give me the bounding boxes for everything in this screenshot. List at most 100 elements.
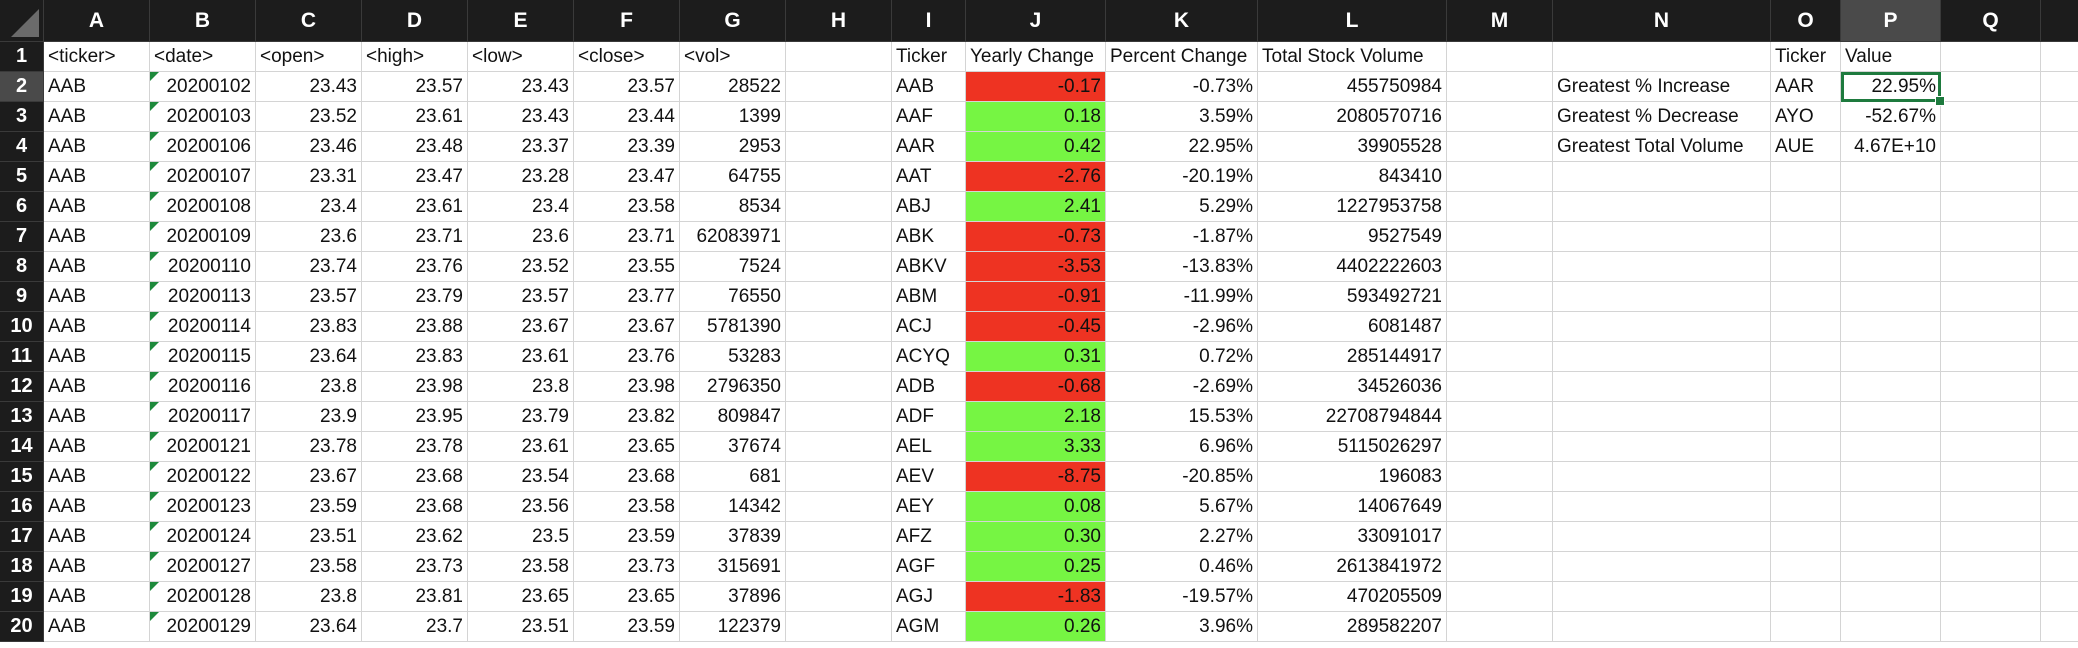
cell-i18[interactable]: AGF <box>892 552 966 582</box>
cell-m17[interactable] <box>1447 522 1553 552</box>
cell-e1[interactable]: <low> <box>468 42 574 72</box>
cell-j13[interactable]: 2.18 <box>966 402 1106 432</box>
cell-j6[interactable]: 2.41 <box>966 192 1106 222</box>
cell-h17[interactable] <box>786 522 892 552</box>
column-header-o[interactable]: O <box>1771 0 1841 42</box>
cell-c11[interactable]: 23.64 <box>256 342 362 372</box>
cell-d11[interactable]: 23.83 <box>362 342 468 372</box>
cell-j2[interactable]: -0.17 <box>966 72 1106 102</box>
cell-e3[interactable]: 23.43 <box>468 102 574 132</box>
cell-f10[interactable]: 23.67 <box>574 312 680 342</box>
cell-n11[interactable] <box>1553 342 1771 372</box>
cell-h11[interactable] <box>786 342 892 372</box>
cell-g4[interactable]: 2953 <box>680 132 786 162</box>
cell-e17[interactable]: 23.5 <box>468 522 574 552</box>
cell-q17[interactable] <box>1941 522 2041 552</box>
cell-d14[interactable]: 23.78 <box>362 432 468 462</box>
cell-c19[interactable]: 23.8 <box>256 582 362 612</box>
cell-j15[interactable]: -8.75 <box>966 462 1106 492</box>
cell-f7[interactable]: 23.71 <box>574 222 680 252</box>
cell-h19[interactable] <box>786 582 892 612</box>
cell-p7[interactable] <box>1841 222 1941 252</box>
cell-b17[interactable]: 20200124 <box>150 522 256 552</box>
cell-e6[interactable]: 23.4 <box>468 192 574 222</box>
cell-m7[interactable] <box>1447 222 1553 252</box>
cell-o8[interactable] <box>1771 252 1841 282</box>
cell-j1[interactable]: Yearly Change <box>966 42 1106 72</box>
cell-b19[interactable]: 20200128 <box>150 582 256 612</box>
cell-q13[interactable] <box>1941 402 2041 432</box>
row-header[interactable]: 4 <box>0 132 44 162</box>
cell-a13[interactable]: AAB <box>44 402 150 432</box>
cell-d1[interactable]: <high> <box>362 42 468 72</box>
cell-a9[interactable]: AAB <box>44 282 150 312</box>
cell-j9[interactable]: -0.91 <box>966 282 1106 312</box>
cell-i1[interactable]: Ticker <box>892 42 966 72</box>
cell-f12[interactable]: 23.98 <box>574 372 680 402</box>
cell-g10[interactable]: 5781390 <box>680 312 786 342</box>
cell-n20[interactable] <box>1553 612 1771 642</box>
cell-q19[interactable] <box>1941 582 2041 612</box>
cell-n13[interactable] <box>1553 402 1771 432</box>
cell-f4[interactable]: 23.39 <box>574 132 680 162</box>
cell-c5[interactable]: 23.31 <box>256 162 362 192</box>
cell-o17[interactable] <box>1771 522 1841 552</box>
cell-c1[interactable]: <open> <box>256 42 362 72</box>
cell-d10[interactable]: 23.88 <box>362 312 468 342</box>
cell-a11[interactable]: AAB <box>44 342 150 372</box>
cell-m20[interactable] <box>1447 612 1553 642</box>
cell-d19[interactable]: 23.81 <box>362 582 468 612</box>
cell-l5[interactable]: 843410 <box>1258 162 1447 192</box>
cell-k7[interactable]: -1.87% <box>1106 222 1258 252</box>
cell-p20[interactable] <box>1841 612 1941 642</box>
cell-i11[interactable]: ACYQ <box>892 342 966 372</box>
cell-d16[interactable]: 23.68 <box>362 492 468 522</box>
cell-k1[interactable]: Percent Change <box>1106 42 1258 72</box>
cell-h12[interactable] <box>786 372 892 402</box>
cell-a14[interactable]: AAB <box>44 432 150 462</box>
cell-e8[interactable]: 23.52 <box>468 252 574 282</box>
cell-k19[interactable]: -19.57% <box>1106 582 1258 612</box>
cell-j14[interactable]: 3.33 <box>966 432 1106 462</box>
cell-m14[interactable] <box>1447 432 1553 462</box>
cell-o1[interactable]: Ticker <box>1771 42 1841 72</box>
cell-n14[interactable] <box>1553 432 1771 462</box>
cell-i12[interactable]: ADB <box>892 372 966 402</box>
cell-q4[interactable] <box>1941 132 2041 162</box>
cell-h2[interactable] <box>786 72 892 102</box>
row-header[interactable]: 15 <box>0 462 44 492</box>
cell-h15[interactable] <box>786 462 892 492</box>
cell-g7[interactable]: 62083971 <box>680 222 786 252</box>
cell-k8[interactable]: -13.83% <box>1106 252 1258 282</box>
cell-l6[interactable]: 1227953758 <box>1258 192 1447 222</box>
cell-k3[interactable]: 3.59% <box>1106 102 1258 132</box>
cell-d7[interactable]: 23.71 <box>362 222 468 252</box>
cell-e7[interactable]: 23.6 <box>468 222 574 252</box>
cell-c20[interactable]: 23.64 <box>256 612 362 642</box>
cell-a2[interactable]: AAB <box>44 72 150 102</box>
cell-j3[interactable]: 0.18 <box>966 102 1106 132</box>
cell-a20[interactable]: AAB <box>44 612 150 642</box>
cell-f18[interactable]: 23.73 <box>574 552 680 582</box>
cell-k18[interactable]: 0.46% <box>1106 552 1258 582</box>
cell-d15[interactable]: 23.68 <box>362 462 468 492</box>
cell-j8[interactable]: -3.53 <box>966 252 1106 282</box>
cell-l20[interactable]: 289582207 <box>1258 612 1447 642</box>
row-header[interactable]: 16 <box>0 492 44 522</box>
cell-m2[interactable] <box>1447 72 1553 102</box>
cell-g15[interactable]: 681 <box>680 462 786 492</box>
column-header-n[interactable]: N <box>1553 0 1771 42</box>
cell-f11[interactable]: 23.76 <box>574 342 680 372</box>
cell-q7[interactable] <box>1941 222 2041 252</box>
cell-b13[interactable]: 20200117 <box>150 402 256 432</box>
cell-o6[interactable] <box>1771 192 1841 222</box>
cell-b1[interactable]: <date> <box>150 42 256 72</box>
cell-a8[interactable]: AAB <box>44 252 150 282</box>
cell-c6[interactable]: 23.4 <box>256 192 362 222</box>
cell-e2[interactable]: 23.43 <box>468 72 574 102</box>
cell-m19[interactable] <box>1447 582 1553 612</box>
cell-e4[interactable]: 23.37 <box>468 132 574 162</box>
row-header[interactable]: 14 <box>0 432 44 462</box>
cell-k5[interactable]: -20.19% <box>1106 162 1258 192</box>
cell-a6[interactable]: AAB <box>44 192 150 222</box>
